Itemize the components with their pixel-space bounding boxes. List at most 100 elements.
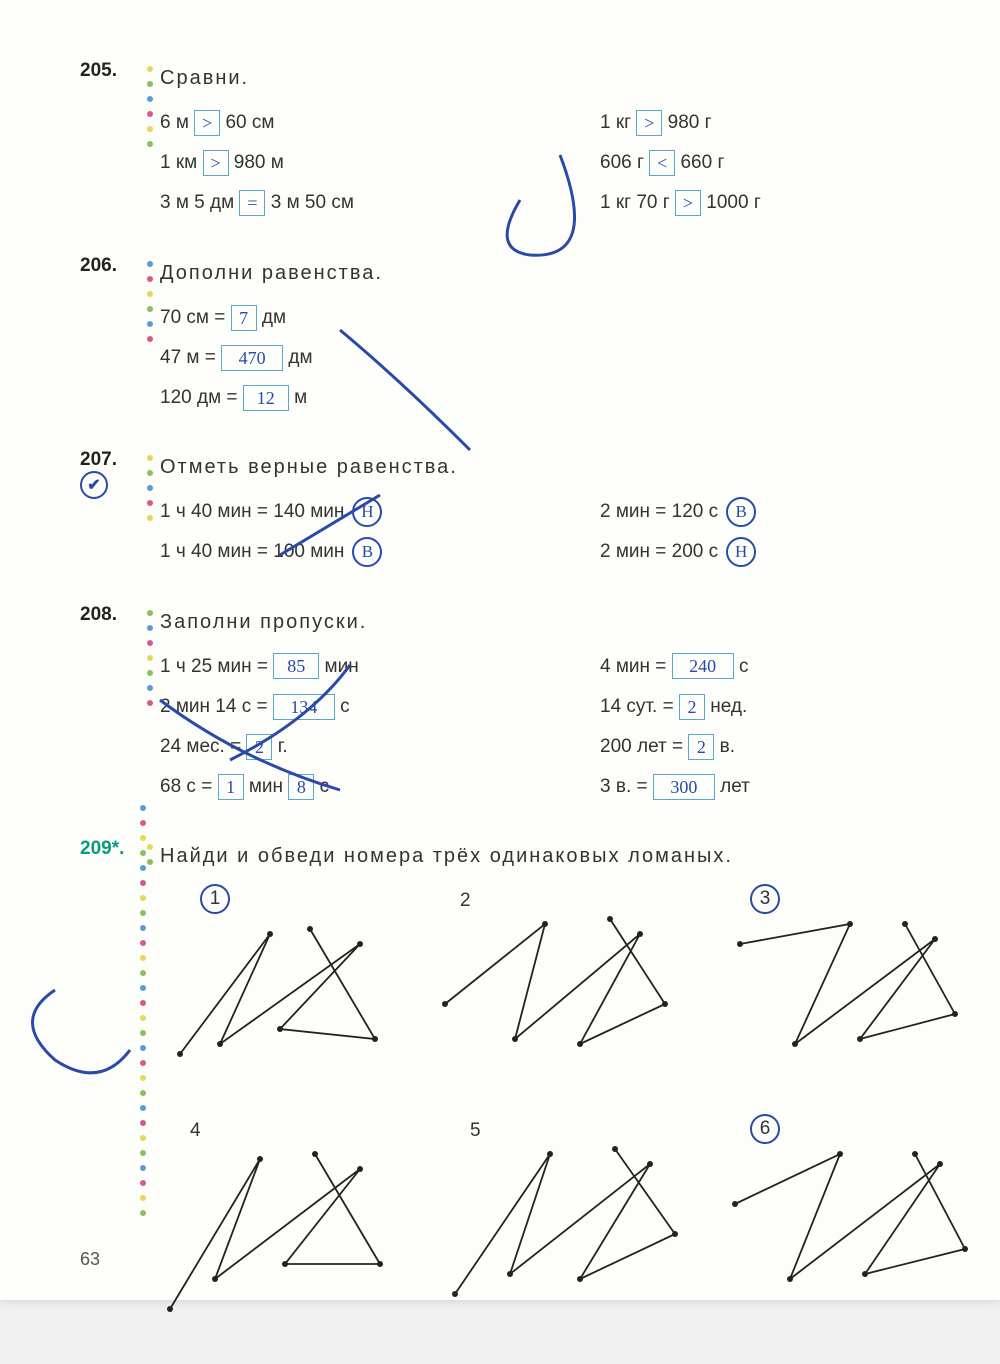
fig-number: 5: [470, 1114, 481, 1148]
rhs: 3 м 50 см: [271, 192, 354, 213]
mark-circle: В: [352, 537, 382, 567]
answer-box: 1: [218, 774, 244, 800]
polyline-fig-5: 5: [440, 1114, 690, 1336]
ex-num: 209*.: [80, 838, 140, 860]
unit: дм: [262, 307, 286, 328]
polyline-fig-2: 2: [430, 884, 680, 1096]
exercise-207: 207. ✔ Отметь верные равенства. 1 ч 40 м…: [80, 449, 960, 575]
lhs: 14 сут.: [600, 696, 657, 717]
answer-box: 2: [246, 734, 272, 760]
mark-circle: Н: [352, 497, 382, 527]
lhs: 3 в.: [600, 776, 631, 797]
rhs: 1000 г: [706, 192, 760, 213]
ex-title: Отметь верные равенства.: [160, 449, 960, 485]
ex-num: 208.: [80, 604, 140, 626]
answer-box: 470: [221, 345, 283, 371]
ex-content: Отметь верные равенства. 1 ч 40 мин = 14…: [160, 449, 960, 575]
ex-title: Найди и обведи номера трёх одинаковых ло…: [160, 838, 960, 874]
unit: лет: [720, 776, 750, 797]
lhs: 120 дм: [160, 387, 221, 408]
ex-num: 205.: [80, 60, 140, 82]
unit: с: [320, 776, 330, 797]
exercise-205: 205. Сравни. 6 м > 60 см 1 км > 980 м 3 …: [80, 60, 960, 227]
lhs: 1 км: [160, 152, 197, 173]
ex-num: 206.: [80, 255, 140, 277]
answer-box: >: [636, 110, 662, 136]
equation: 1 ч 40 мин = 140 мин: [160, 501, 344, 522]
unit: м: [294, 387, 307, 408]
equation: 1 ч 40 мин = 100 мин: [160, 541, 344, 562]
unit: нед.: [710, 696, 747, 717]
rhs: 60 см: [225, 112, 274, 133]
ex-content: Найди и обведи номера трёх одинаковых ло…: [160, 838, 960, 1364]
equation: 2 мин = 120 с: [600, 501, 718, 522]
exercise-208: 208. Заполни пропуски. 1 ч 25 мин = 85 м…: [80, 604, 960, 811]
answer-box: 7: [231, 305, 257, 331]
answer-box: 2: [679, 694, 705, 720]
answer-box: 300: [653, 774, 715, 800]
ex-content: Дополни равенства. 70 см = 7 дм 47 м = 4…: [160, 255, 960, 422]
polyline-svg: [720, 884, 970, 1084]
polyline-fig-6: 6: [720, 1114, 980, 1336]
polyline-fig-4: 4: [160, 1114, 400, 1336]
dot-column: [140, 60, 160, 147]
lhs: 70 см: [160, 307, 209, 328]
lhs: 47 м: [160, 347, 199, 368]
answer-box: >: [203, 150, 229, 176]
dot-column: [140, 449, 160, 521]
equation: 2 мин = 200 с: [600, 541, 718, 562]
answer-box: 12: [243, 385, 289, 411]
lhs: 1 кг: [600, 112, 631, 133]
unit: дм: [288, 347, 312, 368]
unit: в.: [720, 736, 735, 757]
lhs: 200 лет: [600, 736, 667, 757]
answer-box: 85: [273, 653, 319, 679]
ex-title: Заполни пропуски.: [160, 604, 960, 640]
ex-num: 207. ✔: [80, 449, 140, 499]
rhs: 980 г: [668, 112, 712, 133]
dot-column-long: [140, 805, 146, 1240]
lhs: 24 мес.: [160, 736, 225, 757]
rhs: 980 м: [234, 152, 284, 173]
ex-title: Сравни.: [160, 60, 960, 96]
lhs: 1 ч 25 мин: [160, 656, 252, 677]
exercise-206: 206. Дополни равенства. 70 см = 7 дм 47 …: [80, 255, 960, 422]
page-number: 63: [80, 1249, 100, 1270]
answer-box: >: [675, 190, 701, 216]
unit: мин: [325, 656, 359, 677]
dot-column: [140, 604, 160, 706]
check-icon: ✔: [80, 471, 108, 499]
ex-content: Заполни пропуски. 1 ч 25 мин = 85 мин 2 …: [160, 604, 960, 811]
dot-column: [140, 255, 160, 342]
answer-box: 2: [688, 734, 714, 760]
fig-number: 2: [460, 884, 471, 918]
lhs: 606 г: [600, 152, 644, 173]
lhs: 1 кг 70 г: [600, 192, 670, 213]
mark-circle: В: [726, 497, 756, 527]
answer-box: >: [194, 110, 220, 136]
answer-box: 134: [273, 694, 335, 720]
lhs: 4 мин: [600, 656, 650, 677]
unit: с: [739, 656, 749, 677]
unit: мин: [249, 776, 283, 797]
rhs: 660 г: [680, 152, 724, 173]
polyline-fig-3: 3: [720, 884, 970, 1096]
polyline-svg: [160, 884, 390, 1084]
unit: с: [340, 696, 350, 717]
lhs: 6 м: [160, 112, 189, 133]
fig-number: 4: [190, 1114, 201, 1148]
workbook-page: 205. Сравни. 6 м > 60 см 1 км > 980 м 3 …: [0, 0, 1000, 1300]
answer-box: <: [649, 150, 675, 176]
lhs: 68 с: [160, 776, 196, 797]
lhs: 3 м 5 дм: [160, 192, 234, 213]
unit: г.: [278, 736, 288, 757]
mark-circle: Н: [726, 537, 756, 567]
lhs: 2 мин 14 с: [160, 696, 251, 717]
figures-container: 1 2: [160, 884, 960, 1364]
answer-box: 240: [672, 653, 734, 679]
exercise-209: 209*. Найди и обведи номера трёх одинако…: [80, 838, 960, 1364]
polyline-fig-1: 1: [160, 884, 390, 1096]
answer-box: 8: [288, 774, 314, 800]
ex-title: Дополни равенства.: [160, 255, 960, 291]
ex-content: Сравни. 6 м > 60 см 1 км > 980 м 3 м 5 д…: [160, 60, 960, 227]
